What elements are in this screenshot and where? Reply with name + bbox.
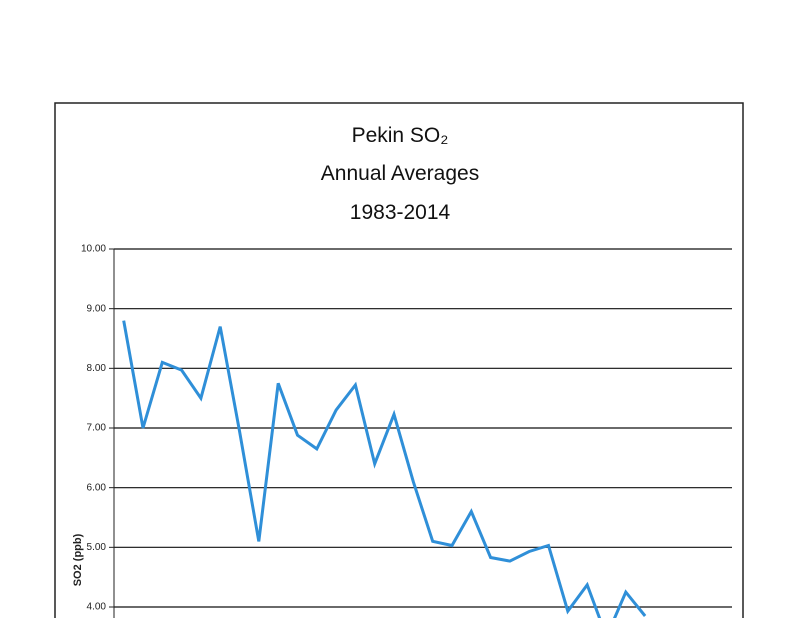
y-tick-label: 8.00 xyxy=(87,363,107,374)
y-tick-label: 6.00 xyxy=(87,482,107,493)
chart-frame xyxy=(54,102,744,618)
chart-title: Pekin SO₂ xyxy=(352,124,449,147)
y-tick-label: 7.00 xyxy=(87,423,107,434)
plot xyxy=(122,320,647,618)
y-tick-label: 9.00 xyxy=(87,303,107,314)
chart-title: Annual Averages xyxy=(321,162,479,185)
y-tick-label: 5.00 xyxy=(87,542,107,553)
y-tick-label: 4.00 xyxy=(87,602,107,613)
chart-title: 1983-2014 xyxy=(350,201,451,224)
y-axis-label: SO2 (ppb) xyxy=(72,533,84,586)
grid: 4.00 5.00 6.00 7.00 8.00 9.00 10.00 xyxy=(81,244,732,618)
y-tick-label: 10.00 xyxy=(81,244,106,255)
data-line xyxy=(122,320,647,618)
